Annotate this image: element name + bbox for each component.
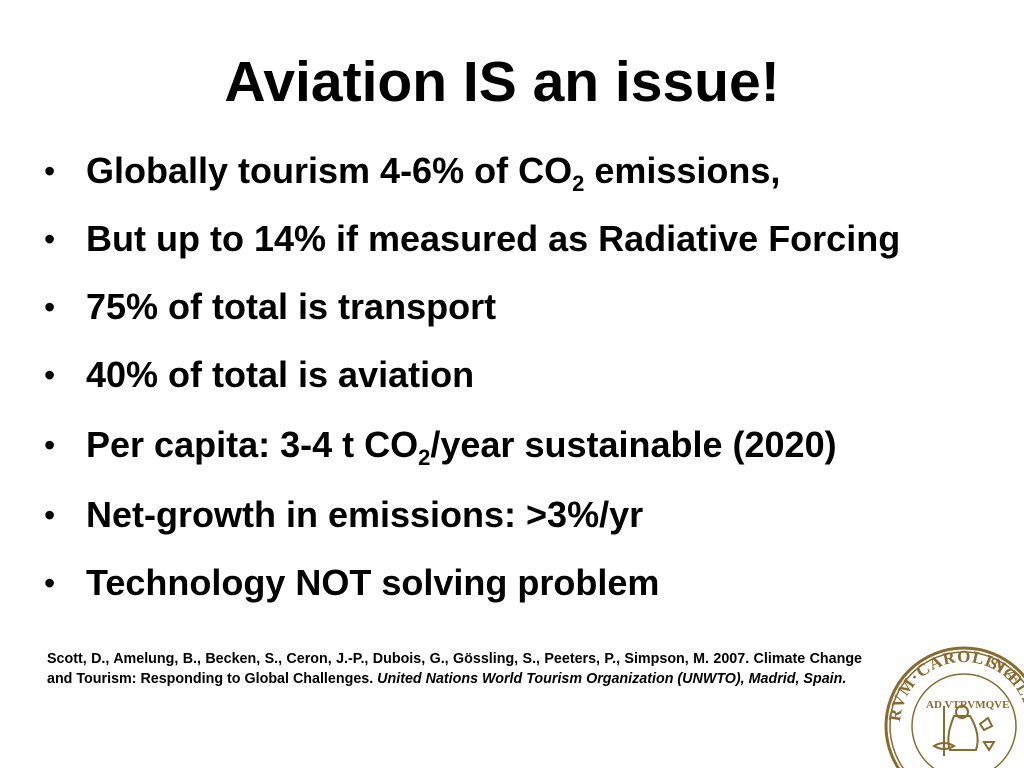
bullet-icon: • [44, 357, 56, 393]
bullet-text: 40% of total is aviation [86, 354, 475, 395]
bullet-icon: • [44, 221, 56, 257]
bullet-icon: • [44, 565, 56, 601]
bullet-item: • 40% of total is aviation [44, 350, 1004, 400]
bullet-item: • Net-growth in emissions: >3%/yr [44, 490, 1004, 540]
bullet-item: • 75% of total is transport [44, 282, 1004, 332]
seal-motto: AD VTRVMQVE [926, 699, 1009, 711]
bullet-text: Net-growth in emissions: >3%/yr [86, 494, 644, 535]
bullet-icon: • [44, 153, 56, 189]
citation-plain: Scott, D., Amelung, B., Becken, S., Cero… [47, 651, 862, 687]
bullet-text: Technology NOT solving problem [86, 562, 660, 603]
bullet-item: • Technology NOT solving problem [44, 558, 1004, 608]
bullet-item: • Globally tourism 4-6% of CO2 emissions… [44, 146, 1004, 196]
bullet-icon: • [44, 497, 56, 533]
seal-text: RVM·CAROLINÆ [885, 647, 1024, 723]
bullet-text: Per capita: 3-4 t CO2/year sustainable (… [86, 424, 837, 471]
slide-title: Aviation IS an issue! [224, 50, 780, 114]
bullet-icon: • [44, 427, 56, 463]
bullet-text: Globally tourism 4-6% of CO2 emissions, [86, 150, 781, 197]
citation: Scott, D., Amelung, B., Becken, S., Cero… [47, 649, 862, 689]
bullet-item: • But up to 14% if measured as Radiative… [44, 214, 1004, 264]
bullet-icon: • [44, 289, 56, 325]
svg-text:RVM·CAROLINÆ: RVM·CAROLINÆ [885, 647, 1024, 723]
university-seal-icon: RVM·CAROLINÆ SIGILLVM AD VTRVMQVE [884, 646, 1024, 768]
bullet-text: But up to 14% if measured as Radiative F… [86, 218, 901, 259]
bullet-text: 75% of total is transport [86, 286, 497, 327]
citation-italic: United Nations World Tourism Organizatio… [377, 671, 847, 687]
bullet-item: • Per capita: 3-4 t CO2/year sustainable… [44, 420, 1004, 470]
